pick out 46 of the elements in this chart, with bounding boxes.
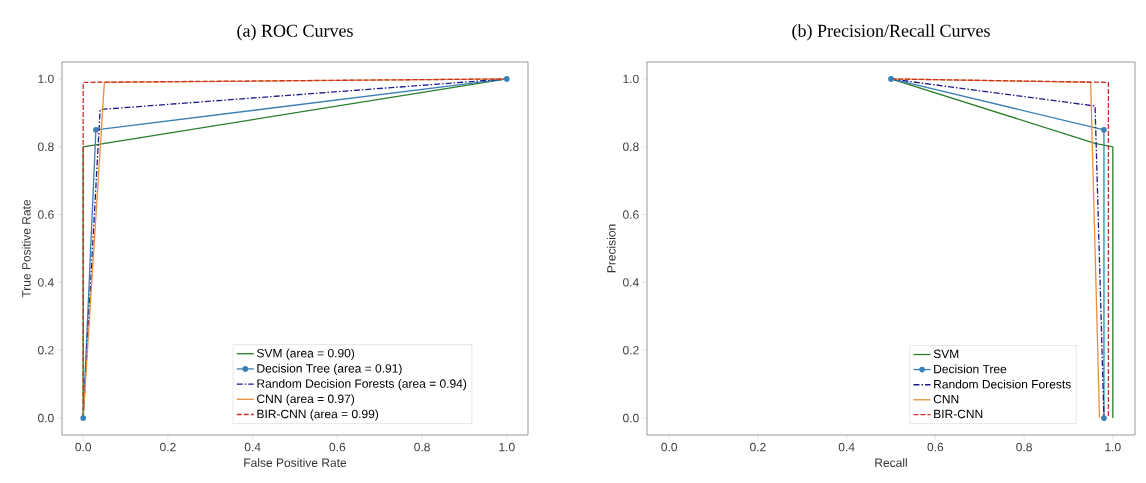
y-tick-label: 0.8 [622,142,639,152]
x-tick-label: 0.4 [838,442,855,452]
legend-label: SVM (area = 0.90) [257,348,355,360]
y-tick-label: 0.8 [37,142,54,152]
y-tick-label: 1.0 [38,74,54,84]
y-tick-label: 0.6 [622,210,639,219]
y-axis-title: Precision [606,224,616,273]
x-axis-title: False Positive Rate [244,458,347,467]
y-tick-label: 0.4 [622,278,639,287]
x-tick-label: 0.8 [1016,442,1032,452]
legend-label: SVM [933,349,959,359]
y-tick-label: 0.0 [37,413,54,423]
x-tick-label: 0.0 [75,442,92,452]
x-tick-label: 0.2 [750,442,766,452]
x-axis-title: Recall [875,458,907,467]
x-tick-label: 0.6 [927,442,944,452]
chart-title: (b) Precision/Recall Curves [792,24,990,41]
y-tick-label: 0.4 [37,278,54,287]
chart-title: (a) ROC Curves [237,24,353,41]
x-tick-label: 0.2 [160,442,176,452]
x-tick-label: 0.4 [244,442,261,452]
legend-label: BIR-CNN [934,409,983,419]
y-tick-label: 0.0 [622,413,639,423]
x-tick-label: 0.8 [414,442,430,452]
x-tick-label: 0.0 [661,442,678,452]
x-tick-label: 1.0 [499,442,515,452]
point [503,76,510,82]
legend-label: Random Decision Forests (area = 0.94) [257,379,467,391]
legend-label: Random Decision Forests [934,379,1071,389]
point [888,76,894,82]
point [93,126,99,133]
x-tick-label: 1.0 [1105,442,1121,452]
point [80,415,87,421]
point [1101,126,1107,133]
y-tick-label: 1.0 [623,74,639,84]
legend-label: Decision Tree (area = 0.91) [257,363,402,375]
y-tick-label: 0.2 [622,345,639,355]
legend-label: CNN (area = 0.97) [257,394,355,406]
y-tick-label: 0.6 [37,210,54,219]
legend-label: BIR-CNN (area = 0.99) [257,409,379,421]
legend-label: CNN [933,394,959,404]
x-tick-label: 0.6 [329,442,346,452]
point [1101,415,1107,421]
y-tick-label: 0.2 [37,345,54,355]
y-axis-title: True Positive Rate [21,199,31,298]
legend-label: Decision Tree [934,364,1007,374]
